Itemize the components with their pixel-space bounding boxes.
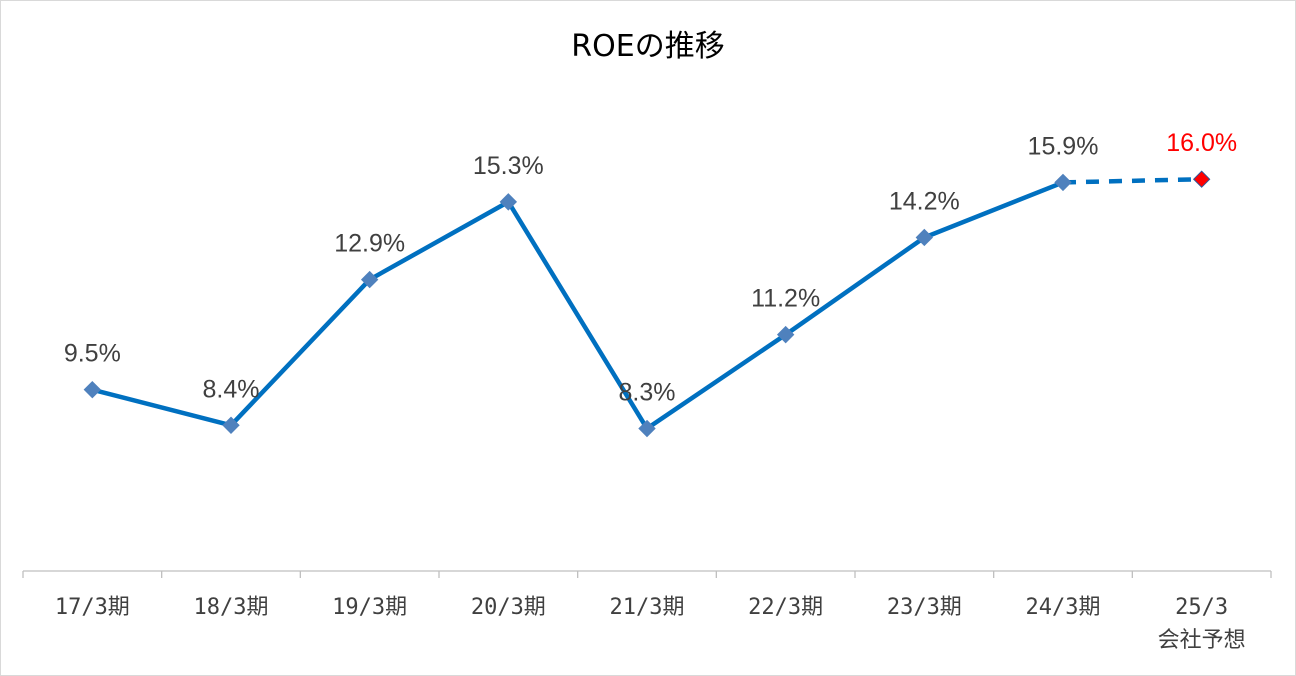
x-tick-label: 25/3: [1175, 595, 1228, 620]
x-tick-labels: 17/3期 18/3期 19/3期 20/3期 21/3期 22/3期 23/3期 24/3期…: [55, 595, 1246, 653]
data-label: 15.9%: [1028, 132, 1099, 160]
line-segment: [783, 235, 927, 337]
line-segment: [90, 387, 234, 428]
data-label: 14.2%: [889, 187, 960, 215]
data-point-marker: [638, 419, 656, 438]
chart-title: ROEの推移: [571, 29, 724, 64]
x-tick-label: 19/3期: [332, 595, 407, 620]
data-label: 15.3%: [473, 152, 544, 180]
line-segment: [506, 199, 650, 431]
line-segment: [644, 332, 788, 431]
line-segment: [367, 199, 511, 282]
x-tick-label: 21/3期: [610, 595, 685, 620]
data-label: 11.2%: [751, 285, 820, 313]
x-tick-label: 会社予想: [1158, 628, 1246, 653]
x-tick-label: 18/3期: [194, 595, 269, 620]
x-tick-label: 24/3期: [1026, 595, 1101, 620]
series-lines: [90, 176, 1202, 431]
data-point-marker: [499, 193, 518, 211]
data-label: 8.4%: [203, 375, 260, 403]
data-point-marker: [360, 270, 379, 289]
x-tick-label: 17/3期: [55, 595, 130, 620]
forecast-point-marker: [1192, 170, 1211, 188]
x-tick-label: 22/3期: [748, 595, 823, 620]
data-label: 12.9%: [334, 230, 405, 258]
forecast-data-label: 16.0%: [1166, 129, 1237, 157]
x-tick-label: 20/3期: [471, 595, 546, 620]
line-segment: [228, 277, 372, 428]
series-markers: [83, 170, 1211, 438]
line-segment: [922, 180, 1066, 240]
data-point-marker: [776, 325, 795, 344]
data-point-marker: [915, 228, 934, 247]
forecast-segment: [1062, 176, 1202, 185]
data-point-marker: [222, 416, 240, 434]
data-labels: 9.5% 8.4% 12.9% 15.3% 8.3% 11.2% 14.2% 15.9% 16.…: [64, 129, 1237, 406]
x-axis: [22, 570, 1272, 578]
data-point-marker: [1054, 173, 1072, 192]
data-label: 9.5%: [64, 340, 121, 368]
data-point-marker: [83, 380, 102, 399]
x-tick-label: 23/3期: [887, 595, 962, 620]
data-label: 8.3%: [619, 379, 676, 407]
